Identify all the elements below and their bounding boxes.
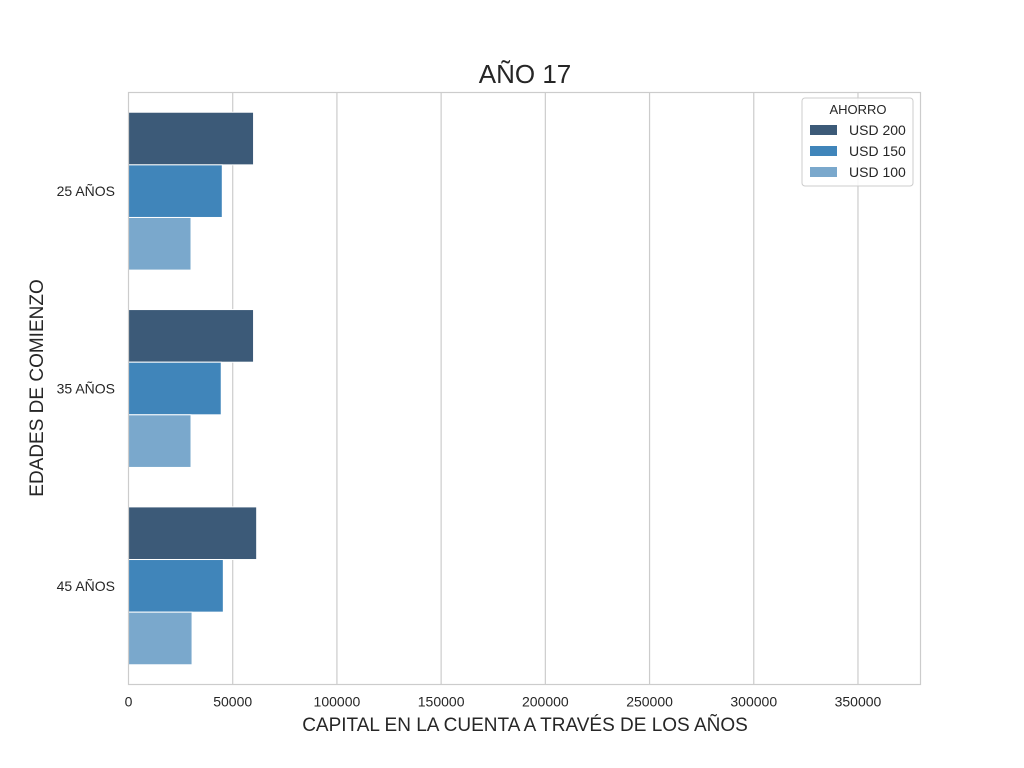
legend-label: USD 150 — [849, 143, 906, 159]
x-tick-label: 200000 — [522, 694, 569, 710]
gridlines — [232, 92, 859, 685]
bar — [128, 414, 192, 468]
x-tick-label: 150000 — [418, 694, 465, 710]
x-axis-ticks: 0 50000 100000 150000 200000 250000 300000 3500… — [125, 694, 882, 710]
x-tick-label: 250000 — [626, 694, 673, 710]
plot-frame — [127, 91, 922, 686]
legend-label: USD 200 — [849, 122, 906, 138]
x-tick-label: 100000 — [314, 694, 361, 710]
x-tick-label: 300000 — [730, 694, 777, 710]
bar — [128, 111, 255, 166]
chart-title: AÑO 17 — [479, 59, 572, 89]
legend: AHORRO USD 200 USD 150 USD 100 — [801, 97, 914, 187]
bar — [128, 216, 192, 271]
legend-title: AHORRO — [829, 102, 886, 117]
legend-swatch — [810, 125, 837, 135]
y-tick-label: 45 AÑOS — [57, 578, 115, 594]
x-tick-label: 0 — [125, 694, 133, 710]
y-tick-label: 25 AÑOS — [57, 183, 115, 199]
bars — [128, 111, 258, 666]
y-tick-label: 35 AÑOS — [57, 381, 115, 397]
bar — [128, 611, 193, 666]
legend-box — [801, 97, 914, 187]
x-axis-label: CAPITAL EN LA CUENTA A TRAVÉS DE LOS AÑO… — [302, 714, 748, 736]
bar — [128, 506, 258, 561]
y-axis-label: EDADES DE COMIENZO — [27, 279, 48, 496]
x-tick-label: 50000 — [213, 694, 252, 710]
bar — [128, 361, 222, 416]
bar — [128, 559, 224, 613]
legend-swatch — [810, 146, 837, 156]
legend-swatch — [810, 167, 837, 177]
legend-label: USD 100 — [849, 164, 906, 180]
bar — [128, 309, 255, 363]
x-tick-label: 350000 — [835, 694, 882, 710]
y-axis-ticks: 25 AÑOS 35 AÑOS 45 AÑOS — [57, 183, 115, 594]
bar — [128, 164, 223, 218]
